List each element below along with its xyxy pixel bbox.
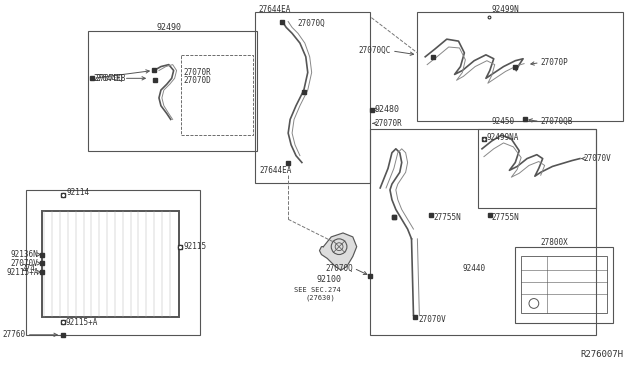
Text: 27760: 27760 — [3, 330, 26, 339]
Text: SEE SEC.274: SEE SEC.274 — [294, 287, 341, 293]
Text: 92136N: 92136N — [11, 250, 38, 259]
Bar — [515, 247, 613, 323]
Text: 27070V: 27070V — [419, 315, 446, 324]
Text: 274: 274 — [22, 264, 36, 273]
Text: (27630): (27630) — [306, 294, 335, 301]
Bar — [478, 129, 596, 208]
Text: 92100: 92100 — [317, 276, 342, 285]
Text: 92499N: 92499N — [492, 5, 520, 14]
Text: 27644EA: 27644EA — [259, 5, 291, 14]
Text: 92490: 92490 — [156, 23, 181, 32]
Bar — [417, 12, 623, 121]
Text: R276007H: R276007H — [580, 350, 623, 359]
Text: 92115+A: 92115+A — [6, 267, 38, 277]
Bar — [26, 190, 200, 335]
Text: 92499NA: 92499NA — [487, 132, 519, 142]
Text: 27070R: 27070R — [374, 119, 402, 128]
Bar — [182, 55, 253, 135]
Text: 92114: 92114 — [67, 188, 90, 198]
Text: 27800X: 27800X — [541, 238, 568, 247]
Text: 27070QB: 27070QB — [541, 117, 573, 126]
Text: 27755N: 27755N — [433, 213, 461, 222]
Text: 27070D: 27070D — [184, 76, 211, 85]
Text: 27070R: 27070R — [184, 68, 211, 77]
Text: 27070P: 27070P — [541, 58, 568, 67]
Text: 27070V: 27070V — [584, 154, 612, 163]
Text: 27755N: 27755N — [492, 213, 520, 222]
Text: 27070V: 27070V — [11, 259, 38, 268]
Text: 27644EA: 27644EA — [260, 166, 292, 175]
Bar — [88, 31, 257, 151]
Text: 27644EB: 27644EB — [93, 74, 125, 83]
Bar — [371, 129, 596, 335]
Text: 92440: 92440 — [463, 264, 486, 273]
Text: 92115: 92115 — [184, 242, 207, 251]
Text: 27070Q: 27070Q — [325, 264, 353, 273]
Text: 27070Q: 27070Q — [297, 19, 324, 28]
Bar — [255, 12, 371, 183]
Text: 92115+A: 92115+A — [66, 318, 99, 327]
Polygon shape — [319, 233, 356, 270]
Text: 92450: 92450 — [492, 117, 515, 126]
Bar — [42, 211, 179, 317]
Text: 27070QC: 27070QC — [358, 46, 391, 55]
Text: 27070Q: 27070Q — [95, 74, 123, 83]
Text: 92480: 92480 — [374, 105, 399, 114]
Bar — [521, 256, 607, 313]
